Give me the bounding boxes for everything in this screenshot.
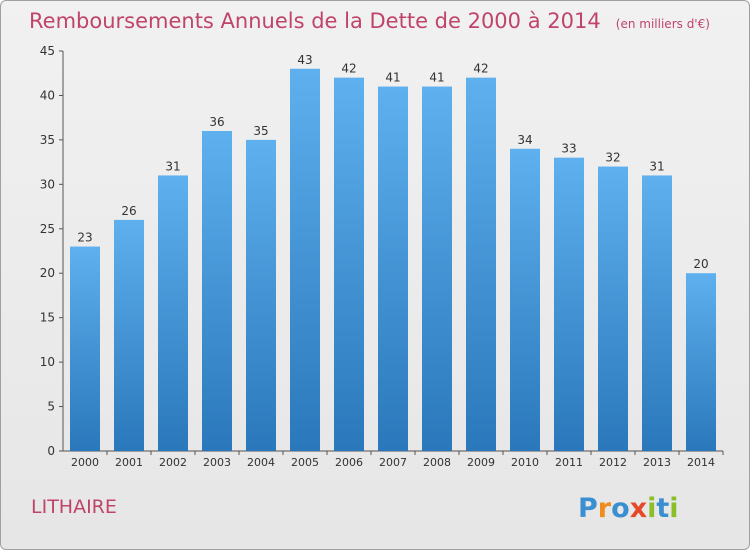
x-tick-label: 2012 <box>599 456 627 469</box>
y-tick-label: 0 <box>47 444 55 458</box>
x-tick-label: 2008 <box>423 456 451 469</box>
bar <box>290 68 320 452</box>
bar-value-label: 31 <box>649 159 664 173</box>
bar-value-label: 20 <box>693 257 708 271</box>
y-tick-label: 45 <box>40 44 55 58</box>
bar-value-label: 31 <box>165 159 180 173</box>
chart-header: Remboursements Annuels de la Dette de 20… <box>29 9 710 33</box>
x-tick-label: 2007 <box>379 456 407 469</box>
bar-chart: 0 5 10 15 20 25 30 35 40 45 2000 2001 2002 2003 2004 20… <box>40 44 724 469</box>
y-tick-label: 40 <box>40 88 55 102</box>
bar <box>334 77 364 452</box>
chart-subtitle: (en milliers d'€) <box>615 17 710 31</box>
bar <box>466 77 496 452</box>
y-tick-label: 10 <box>40 355 55 369</box>
bar-value-label: 41 <box>429 71 444 85</box>
bar <box>158 175 188 451</box>
y-tick-label: 25 <box>40 222 55 236</box>
bar <box>642 175 672 451</box>
bar-value-label: 32 <box>605 151 620 165</box>
bar-value-label: 42 <box>473 62 488 76</box>
bar-value-label: 36 <box>209 115 224 129</box>
bar <box>554 157 584 451</box>
y-tick-label: 5 <box>47 400 55 414</box>
bar-value-label: 41 <box>385 71 400 85</box>
y-tick-label: 20 <box>40 266 55 280</box>
bar-value-label: 34 <box>517 133 532 147</box>
bar <box>510 148 540 451</box>
proxiti-logo-icon: Proxiti <box>578 493 679 524</box>
x-tick-label: 2001 <box>115 456 143 469</box>
x-tick-label: 2014 <box>687 456 715 469</box>
bar <box>114 219 144 451</box>
x-tick-label: 2010 <box>511 456 539 469</box>
x-tick-label: 2006 <box>335 456 363 469</box>
bar <box>422 86 452 452</box>
bars: 23 26 31 36 35 43 42 41 41 42 34 33 32 31 20 <box>70 53 716 452</box>
x-tick-label: 2000 <box>71 456 99 469</box>
svg-text:Proxiti: Proxiti <box>578 493 679 524</box>
proxiti-logo: Proxiti <box>576 487 691 531</box>
y-tick-label: 30 <box>40 177 55 191</box>
y-tick-label: 15 <box>40 311 55 325</box>
bar <box>686 273 716 451</box>
x-tick-label: 2011 <box>555 456 583 469</box>
bar-value-label: 43 <box>297 53 312 67</box>
commune-name: LITHAIRE <box>31 496 117 518</box>
bar-value-label: 42 <box>341 62 356 76</box>
bar <box>598 166 628 452</box>
bar <box>246 139 276 451</box>
bar <box>202 131 232 451</box>
x-tick-label: 2009 <box>467 456 495 469</box>
bar <box>70 246 100 451</box>
bar-value-label: 35 <box>253 124 268 138</box>
x-tick-label: 2004 <box>247 456 275 469</box>
bar <box>378 86 408 452</box>
x-tick-label: 2002 <box>159 456 187 469</box>
chart-title: Remboursements Annuels de la Dette de 20… <box>29 9 601 33</box>
bar-value-label: 26 <box>121 204 136 218</box>
axes: 0 5 10 15 20 25 30 35 40 45 2000 2001 2002 2003 2004 20… <box>40 44 724 469</box>
y-tick-label: 35 <box>40 133 55 147</box>
bar-value-label: 33 <box>561 142 576 156</box>
x-tick-label: 2003 <box>203 456 231 469</box>
x-tick-label: 2005 <box>291 456 319 469</box>
x-tick-label: 2013 <box>643 456 671 469</box>
bar-value-label: 23 <box>77 231 92 245</box>
